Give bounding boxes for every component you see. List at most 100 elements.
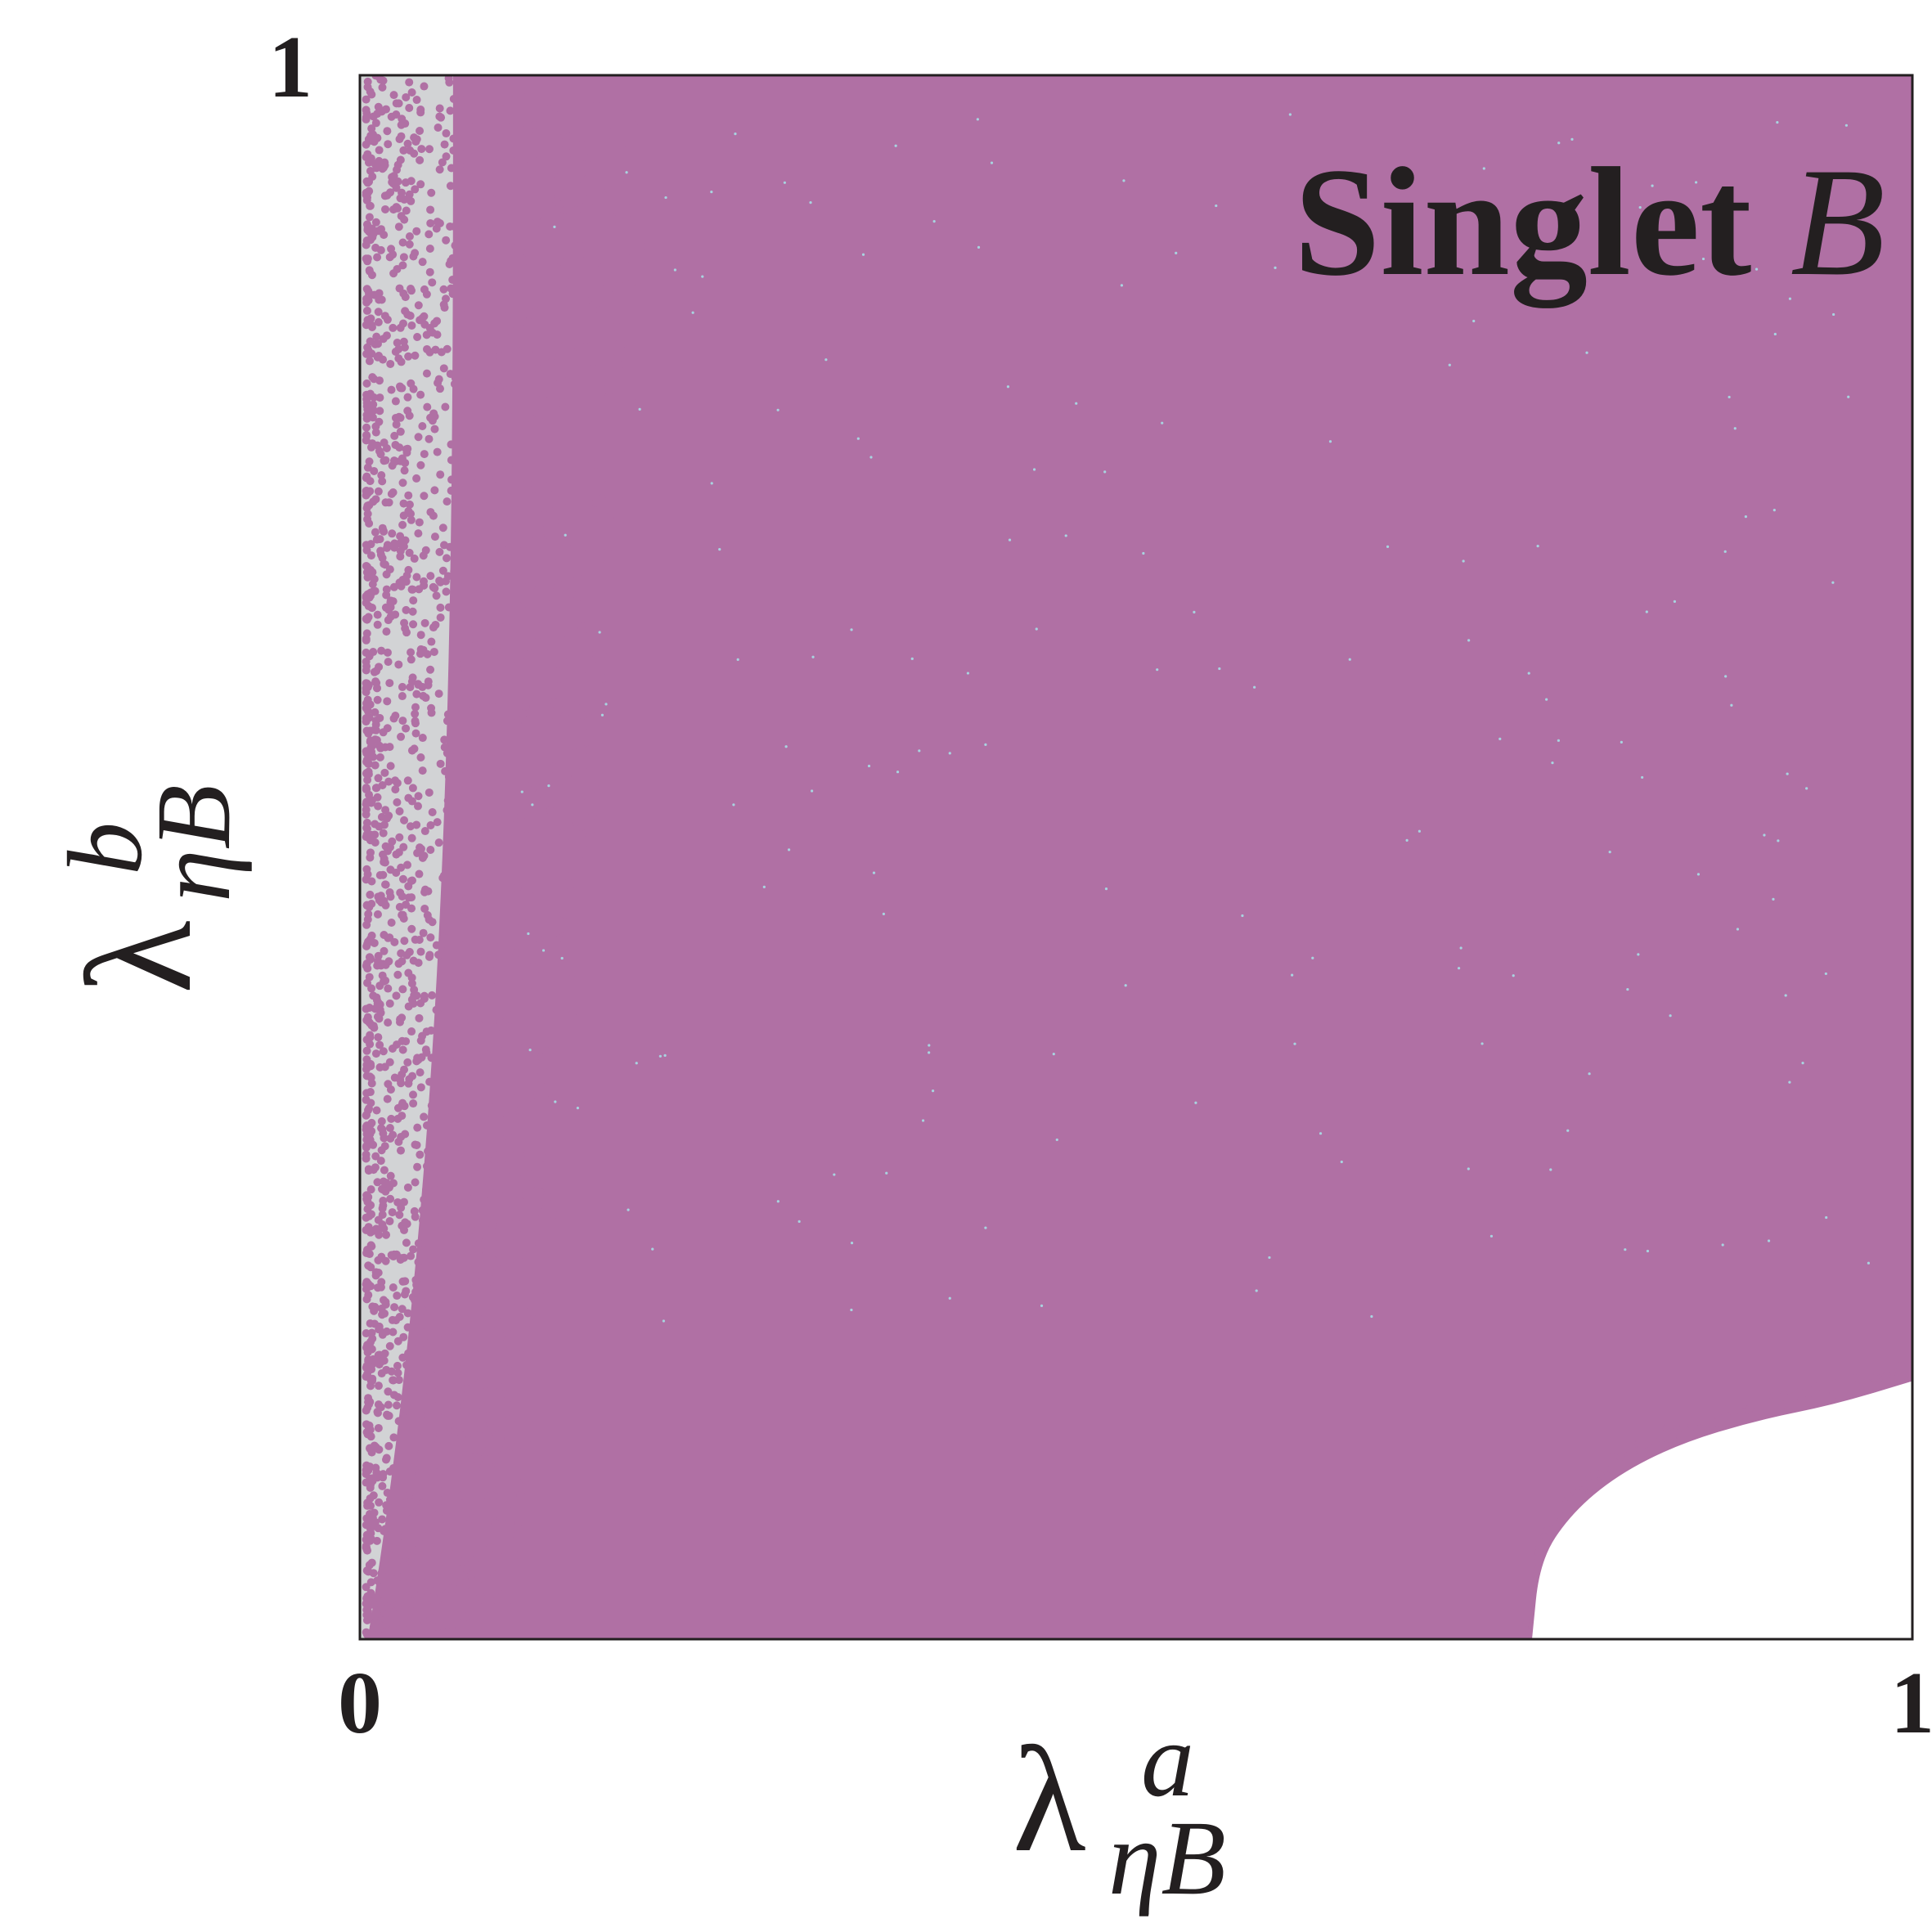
scatter-point <box>400 1065 409 1074</box>
scatter-point <box>455 1323 464 1332</box>
scatter-point <box>425 1187 434 1196</box>
scatter-point <box>613 322 622 331</box>
scatter-point <box>508 1479 517 1488</box>
scatter-point <box>426 933 435 942</box>
scatter-point <box>379 76 388 85</box>
scatter-gap <box>1773 332 1777 336</box>
scatter-gap <box>918 749 921 753</box>
scatter-point <box>622 179 631 188</box>
scatter-point <box>559 822 568 831</box>
scatter-point <box>405 240 414 249</box>
scatter-point <box>412 820 421 829</box>
scatter-point <box>443 1113 452 1122</box>
scatter-point <box>451 729 460 738</box>
scatter-point <box>549 1224 558 1233</box>
scatter-point <box>539 1174 548 1183</box>
scatter-point <box>407 833 416 842</box>
scatter-point <box>438 1424 447 1433</box>
scatter-point <box>456 509 465 518</box>
scatter-point <box>525 1170 534 1179</box>
scatter-gap <box>1288 113 1292 116</box>
scatter-point <box>407 655 416 664</box>
scatter-point <box>461 771 470 780</box>
scatter-point <box>451 1448 460 1457</box>
scatter-gap <box>1831 581 1835 584</box>
scatter-point <box>550 999 559 1008</box>
scatter-point <box>388 1208 397 1217</box>
scatter-point <box>586 827 595 836</box>
scatter-point <box>409 596 418 605</box>
scatter-point <box>365 457 374 466</box>
scatter-point <box>535 388 544 397</box>
scatter-point <box>442 236 451 245</box>
scatter-point <box>390 1303 399 1312</box>
scatter-point <box>479 671 488 680</box>
scatter-point <box>591 440 600 449</box>
scatter-point <box>496 507 505 516</box>
scatter-point <box>524 1307 533 1316</box>
scatter-point <box>425 788 434 797</box>
scatter-point <box>550 1183 559 1192</box>
scatter-point <box>374 1215 383 1224</box>
scatter-gap <box>691 311 694 314</box>
scatter-point <box>496 536 505 545</box>
scatter-point <box>425 434 434 443</box>
scatter-point <box>415 1384 424 1393</box>
scatter-point <box>378 1582 387 1591</box>
scatter-point <box>367 133 376 142</box>
scatter-point <box>467 806 476 815</box>
scatter-point <box>523 119 532 128</box>
scatter-point <box>541 330 550 339</box>
scatter-point <box>463 1385 472 1394</box>
scatter-point <box>499 1277 508 1286</box>
scatter-point <box>481 507 490 516</box>
scatter-point <box>459 681 468 690</box>
scatter-gap <box>1557 142 1561 145</box>
scatter-point <box>394 660 403 669</box>
scatter-point <box>364 1018 373 1027</box>
scatter-point <box>507 249 516 258</box>
scatter-point <box>500 1046 509 1055</box>
scatter-point <box>369 991 378 1000</box>
scatter-point <box>363 77 372 86</box>
scatter-point <box>399 337 408 346</box>
scatter-point <box>492 1596 501 1605</box>
scatter-point <box>506 326 515 335</box>
scatter-point <box>366 389 375 398</box>
scatter-point <box>362 430 371 439</box>
scatter-point <box>576 250 585 259</box>
scatter-point <box>420 82 429 91</box>
scatter-point <box>403 407 412 416</box>
scatter-point <box>389 456 398 465</box>
scatter-gap <box>627 1208 630 1211</box>
scatter-point <box>440 303 449 312</box>
scatter-point <box>412 1278 421 1287</box>
scatter-point <box>541 1286 550 1295</box>
scatter-point <box>386 612 395 621</box>
scatter-point <box>476 1593 485 1602</box>
scatter-point <box>453 1234 462 1243</box>
scatter-point <box>527 582 536 591</box>
scatter-point <box>492 1576 501 1585</box>
scatter-point <box>362 598 371 607</box>
scatter-point <box>395 833 404 842</box>
scatter-point <box>493 1562 502 1571</box>
scatter-gap <box>1641 775 1644 780</box>
scatter-point <box>396 427 405 436</box>
scatter-point <box>550 551 559 560</box>
scatter-point <box>565 375 574 384</box>
scatter-point <box>417 1449 426 1458</box>
scatter-point <box>430 1474 439 1483</box>
scatter-point <box>471 286 480 295</box>
scatter-point <box>415 1013 424 1022</box>
scatter-point <box>437 348 446 357</box>
scatter-point <box>386 762 395 771</box>
scatter-gap <box>718 547 721 551</box>
scatter-gap <box>1459 946 1462 950</box>
scatter-gap <box>811 655 815 658</box>
scatter-point <box>542 1047 551 1056</box>
scatter-point <box>506 763 515 772</box>
scatter-point <box>395 806 404 815</box>
scatter-point <box>389 582 398 591</box>
scatter-point <box>375 1624 384 1633</box>
